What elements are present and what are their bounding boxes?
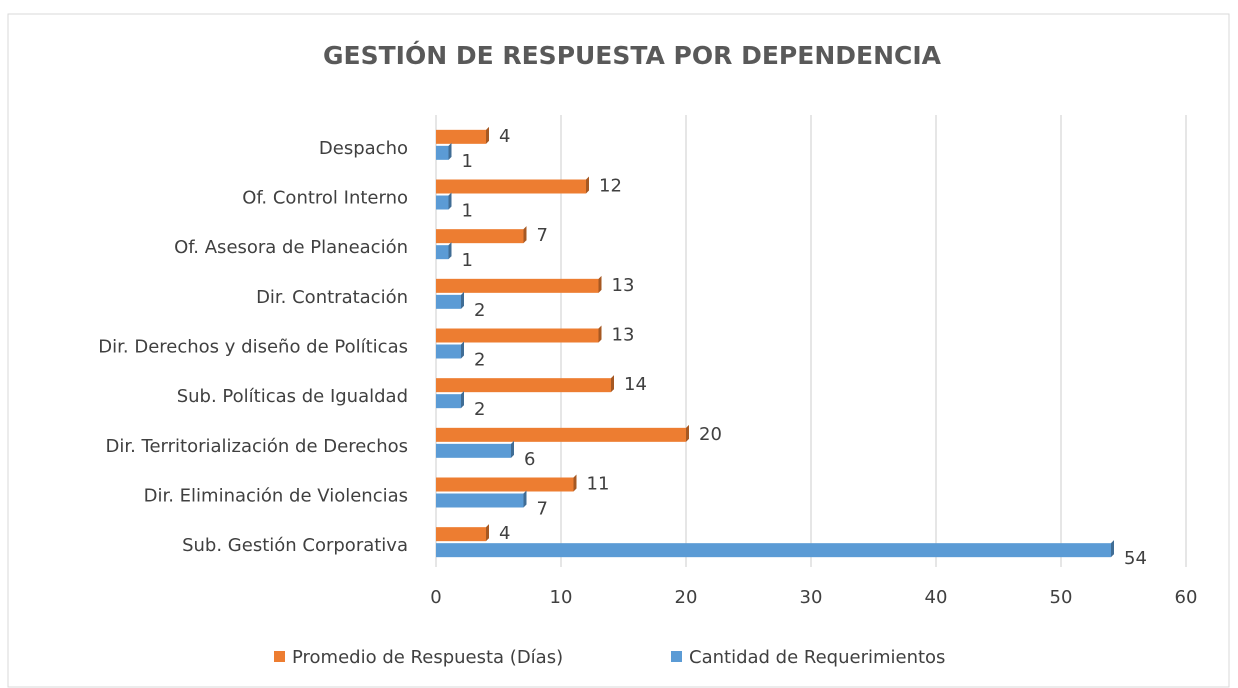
- bar-side: [448, 142, 452, 160]
- bar: [436, 129, 486, 144]
- data-label: 6: [524, 449, 535, 470]
- y-tick-label: Despacho: [319, 138, 408, 159]
- x-tick-label: 40: [925, 587, 948, 608]
- data-label: 4: [499, 523, 510, 544]
- bar: [436, 294, 461, 309]
- bar-side: [598, 325, 602, 343]
- bar-side: [573, 474, 577, 492]
- bar: [436, 378, 611, 393]
- bar: [436, 443, 511, 458]
- bar-side: [523, 226, 527, 244]
- data-label: 2: [474, 300, 485, 321]
- bar-side: [511, 440, 514, 458]
- data-label: 13: [612, 325, 635, 346]
- data-label: 13: [612, 275, 635, 296]
- bar: [436, 328, 599, 343]
- data-label: 2: [474, 350, 485, 371]
- legend-label: Promedio de Respuesta (Días): [292, 647, 563, 668]
- y-tick-label: Dir. Derechos y diseño de Políticas: [98, 337, 408, 358]
- bar-side: [586, 176, 589, 194]
- data-label: 2: [474, 399, 485, 420]
- bar: [436, 493, 524, 508]
- bar-side: [611, 375, 614, 393]
- y-tick-label: Of. Asesora de Planeación: [174, 237, 408, 258]
- y-tick-label: Dir. Territorialización de Derechos: [105, 436, 408, 457]
- legend-swatch: [274, 651, 285, 662]
- bar: [436, 344, 461, 359]
- bar: [436, 179, 586, 194]
- data-label: 4: [499, 126, 510, 147]
- data-label: 7: [537, 499, 548, 520]
- bar: [436, 427, 686, 442]
- bar: [436, 477, 574, 492]
- data-label: 7: [537, 225, 548, 246]
- bar: [436, 229, 524, 244]
- y-tick-label: Sub. Políticas de Igualdad: [177, 386, 408, 407]
- data-label: 1: [462, 250, 473, 271]
- data-label: 12: [599, 176, 622, 197]
- y-tick-label: Dir. Contratación: [256, 287, 408, 308]
- bar-side: [523, 490, 527, 508]
- bar-side: [486, 126, 489, 144]
- bar-side: [448, 242, 452, 260]
- bar-side: [598, 275, 602, 293]
- bar-side: [686, 424, 689, 442]
- bar: [436, 543, 1111, 558]
- x-tick-label: 0: [430, 587, 441, 608]
- bar: [436, 278, 599, 293]
- bar: [436, 145, 449, 160]
- bar-side: [461, 291, 464, 309]
- data-label: 20: [699, 424, 722, 445]
- bar: [436, 527, 486, 542]
- data-label: 1: [462, 201, 473, 222]
- x-tick-label: 20: [675, 587, 698, 608]
- bar: [436, 245, 449, 260]
- x-tick-label: 30: [800, 587, 823, 608]
- bar: [436, 195, 449, 210]
- y-tick-label: Dir. Eliminación de Violencias: [144, 486, 408, 507]
- y-tick-label: Sub. Gestión Corporativa: [182, 535, 408, 556]
- chart-title: GESTIÓN DE RESPUESTA POR DEPENDENCIA: [323, 40, 942, 70]
- x-tick-label: 50: [1050, 587, 1073, 608]
- legend-label: Cantidad de Requerimientos: [689, 647, 945, 668]
- bar-side: [486, 524, 489, 542]
- y-tick-label: Of. Control Interno: [242, 188, 408, 209]
- data-label: 54: [1124, 548, 1147, 569]
- bar-side: [1111, 540, 1114, 558]
- bar-side: [461, 391, 464, 409]
- data-label: 1: [462, 151, 473, 172]
- x-tick-label: 10: [550, 587, 573, 608]
- legend-swatch: [671, 651, 682, 662]
- data-label: 14: [624, 374, 647, 395]
- chart-border: [7, 13, 1230, 688]
- bar-side: [461, 341, 464, 359]
- data-label: 11: [587, 474, 610, 495]
- bar-side: [448, 192, 452, 210]
- x-tick-label: 60: [1175, 587, 1198, 608]
- bar: [436, 394, 461, 409]
